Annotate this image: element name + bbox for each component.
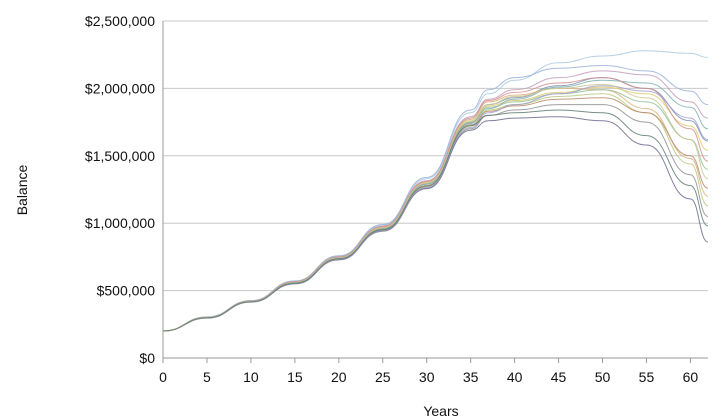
grid-lines xyxy=(163,20,708,292)
x-tick-label: 20 xyxy=(331,369,347,385)
x-tick-label: 5 xyxy=(203,369,211,385)
y-axis-tick-labels: $0 $500,000 $1,000,000 $1,500,000 $2,000,000… xyxy=(85,13,155,366)
x-axis-title: Years xyxy=(423,403,458,419)
y-tick-label: $1,000,000 xyxy=(85,215,155,231)
series-line xyxy=(162,116,709,332)
y-tick-label: $2,000,000 xyxy=(85,80,155,96)
series-lines xyxy=(162,50,709,332)
y-tick-label: $1,500,000 xyxy=(85,148,155,164)
series-line xyxy=(162,85,709,332)
x-tick-label: 30 xyxy=(419,369,435,385)
series-line xyxy=(162,70,709,332)
x-tick-label: 35 xyxy=(463,369,479,385)
series-line xyxy=(162,86,709,332)
x-tick-label: 50 xyxy=(595,369,611,385)
y-tick-label: $500,000 xyxy=(97,283,156,299)
axes xyxy=(162,21,708,363)
x-tick-label: 25 xyxy=(375,369,391,385)
series-line xyxy=(162,97,709,332)
series-line xyxy=(162,79,709,332)
series-line xyxy=(162,83,709,332)
x-tick-label: 45 xyxy=(551,369,567,385)
series-line xyxy=(162,77,709,332)
x-tick-label: 40 xyxy=(507,369,523,385)
series-line xyxy=(162,77,709,332)
x-tick-label: 10 xyxy=(243,369,259,385)
series-line xyxy=(162,104,709,332)
series-line xyxy=(162,50,709,332)
x-tick-label: 60 xyxy=(683,369,699,385)
y-tick-label: $2,500,000 xyxy=(85,13,155,29)
x-axis-tick-labels: 0 5 10 15 20 25 30 35 40 45 50 55 60 xyxy=(159,369,698,385)
series-line xyxy=(162,93,709,332)
x-tick-label: 15 xyxy=(287,369,303,385)
series-line xyxy=(162,109,709,332)
series-line xyxy=(162,87,709,332)
y-axis-title: Balance xyxy=(14,164,30,215)
y-tick-label: $0 xyxy=(139,350,155,366)
x-tick-label: 0 xyxy=(159,369,167,385)
x-tick-label: 55 xyxy=(639,369,655,385)
